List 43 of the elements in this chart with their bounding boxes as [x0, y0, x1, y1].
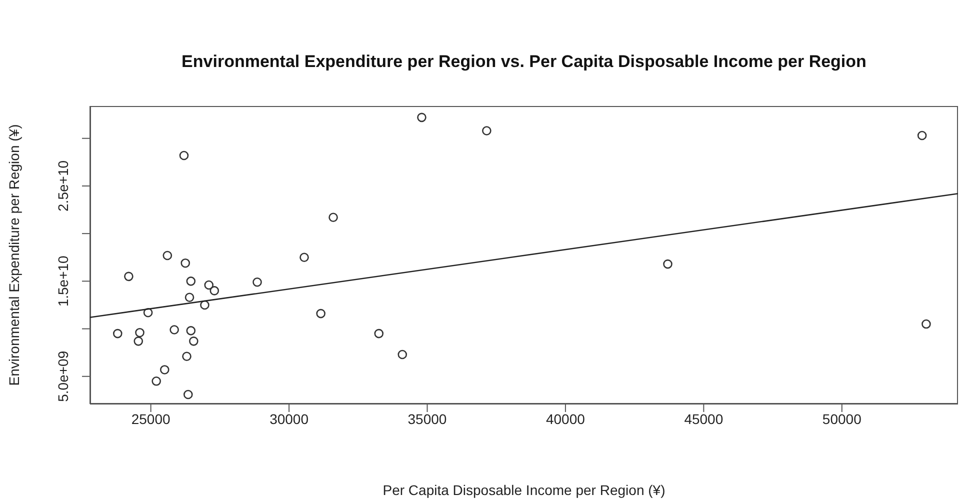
- point: [482, 126, 492, 136]
- x-tick-label: 40000: [546, 410, 586, 427]
- x-tick-label: 45000: [684, 410, 724, 427]
- y-tick-label: 5.0e+09: [55, 350, 71, 402]
- point: [134, 336, 144, 346]
- point: [316, 308, 326, 318]
- y-tick-label: 1.5e+10: [55, 255, 71, 307]
- x-tick-label: 35000: [408, 410, 447, 427]
- point: [917, 130, 927, 140]
- point: [170, 325, 179, 334]
- point: [162, 250, 172, 260]
- point: [186, 276, 196, 286]
- point: [204, 280, 214, 290]
- point: [183, 390, 193, 400]
- point: [328, 212, 338, 222]
- point: [143, 308, 153, 318]
- point: [200, 300, 210, 310]
- point: [398, 350, 408, 360]
- point: [252, 277, 262, 287]
- point: [182, 352, 192, 362]
- point: [374, 328, 384, 338]
- point: [135, 328, 144, 338]
- point: [189, 336, 198, 346]
- point: [417, 112, 426, 122]
- x-axis-title: Per Capita Disposable Income per Region (¥): [382, 482, 666, 498]
- x-tick-label: 50000: [822, 410, 862, 427]
- point: [124, 272, 134, 282]
- y-tick-label: 2.5e+10: [55, 160, 71, 212]
- x-tick-label: 25000: [131, 410, 170, 427]
- point: [160, 365, 170, 374]
- point: [300, 252, 309, 262]
- point: [186, 326, 196, 336]
- point: [179, 150, 189, 160]
- point: [180, 258, 190, 268]
- point: [210, 286, 220, 296]
- point: [922, 319, 931, 329]
- point: [112, 328, 122, 338]
- y-axis-title: Environmental Expenditure per Region (¥): [6, 124, 22, 386]
- point: [184, 292, 194, 302]
- chart-title: Environmental Expenditure per Region vs. Per Capita Disposable Income per Region: [180, 52, 868, 72]
- point: [663, 259, 672, 269]
- point: [152, 376, 161, 386]
- x-tick-label: 30000: [270, 410, 309, 427]
